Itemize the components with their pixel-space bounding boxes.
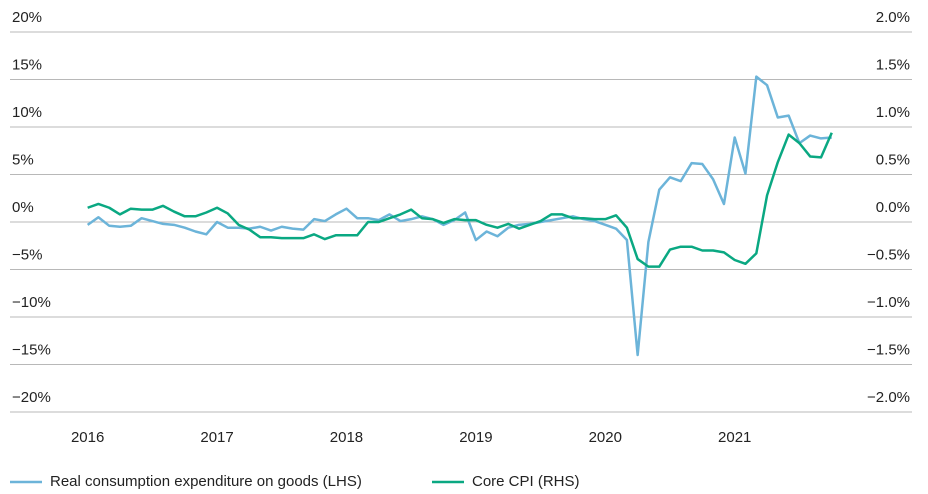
y-tick-label: 5%: [12, 151, 34, 168]
y2-tick-label: 1.0%: [876, 104, 910, 121]
x-tick-label: 2017: [200, 429, 233, 446]
y-tick-label: 0%: [12, 199, 34, 216]
y2-tick-label: −0.5%: [867, 246, 910, 263]
y-tick-label: −10%: [12, 294, 51, 311]
y-tick-label: −20%: [12, 389, 51, 406]
y2-tick-label: −2.0%: [867, 389, 910, 406]
y2-tick-label: −1.5%: [867, 341, 910, 358]
x-tick-label: 2020: [589, 429, 622, 446]
legend-label: Real consumption expenditure on goods (L…: [50, 473, 362, 490]
y-tick-label: −15%: [12, 341, 51, 358]
y-tick-label: 20%: [12, 9, 42, 26]
x-tick-label: 2019: [459, 429, 492, 446]
y2-tick-label: 1.5%: [876, 56, 910, 73]
x-tick-label: 2018: [330, 429, 363, 446]
x-tick-label: 2016: [71, 429, 104, 446]
y2-tick-label: 2.0%: [876, 9, 910, 26]
y-tick-label: −5%: [12, 246, 42, 263]
y2-tick-label: 0.0%: [876, 199, 910, 216]
y2-tick-label: −1.0%: [867, 294, 910, 311]
y-tick-label: 10%: [12, 104, 42, 121]
series-line: [87, 132, 833, 268]
x-tick-label: 2021: [718, 429, 751, 446]
y-tick-label: 15%: [12, 56, 42, 73]
series-line: [86, 75, 832, 357]
legend-label: Core CPI (RHS): [472, 473, 580, 490]
y2-tick-label: 0.5%: [876, 151, 910, 168]
